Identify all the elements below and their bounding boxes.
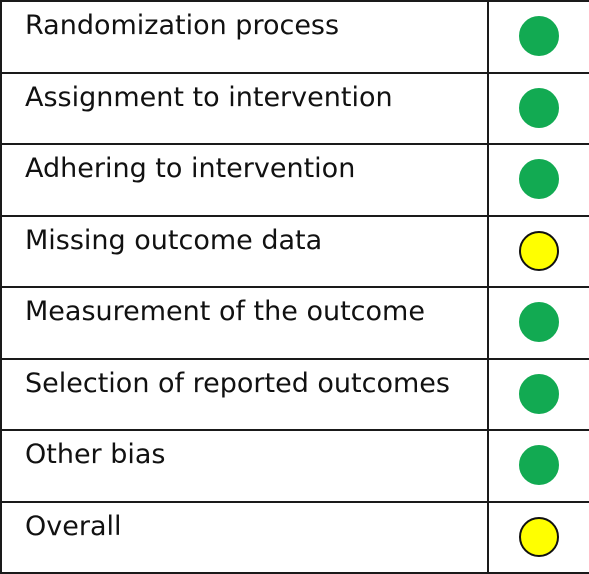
table-row: Overall [0,500,589,574]
some-concerns-dot-icon [519,516,559,557]
domain-cell: Missing outcome data [0,214,489,288]
domain-cell: Selection of reported outcomes [0,357,489,431]
domain-label: Measurement of the outcome [25,296,425,327]
table-row: Selection of reported outcomes [0,357,589,431]
domain-cell: Assignment to intervention [0,71,489,145]
domain-cell: Measurement of the outcome [0,286,489,360]
low-risk-dot-icon [519,16,559,57]
domain-label: Overall [25,510,122,542]
domain-label: Assignment to intervention [25,81,393,113]
low-risk-dot-icon [519,87,559,128]
table-row: Other bias [0,429,589,503]
domain-label: Randomization process [25,10,340,41]
table-row: Adhering to intervention [0,143,589,217]
judgement-cell [487,500,589,574]
judgement-cell [487,214,589,288]
table-row: Assignment to intervention [0,71,589,145]
judgement-cell [487,286,589,360]
low-risk-dot-icon [519,159,559,200]
low-risk-dot-icon [519,445,559,486]
domain-label: Other bias [25,439,166,470]
some-concerns-dot-icon [519,230,559,271]
low-risk-dot-icon [519,302,559,343]
domain-label: Adhering to intervention [25,153,356,184]
judgement-cell [487,71,589,145]
judgement-cell [487,0,589,74]
domain-cell: Adhering to intervention [0,143,489,217]
domain-label: Selection of reported outcomes [25,367,450,399]
judgement-cell [487,429,589,503]
low-risk-dot-icon [519,373,559,414]
domain-cell: Other bias [0,429,489,503]
domain-label: Missing outcome data [25,224,323,256]
judgement-cell [487,143,589,217]
table-row: Randomization process [0,0,589,74]
domain-cell: Randomization process [0,0,489,74]
table-row: Missing outcome data [0,214,589,288]
table-row: Measurement of the outcome [0,286,589,360]
judgement-cell [487,357,589,431]
domain-cell: Overall [0,500,489,574]
